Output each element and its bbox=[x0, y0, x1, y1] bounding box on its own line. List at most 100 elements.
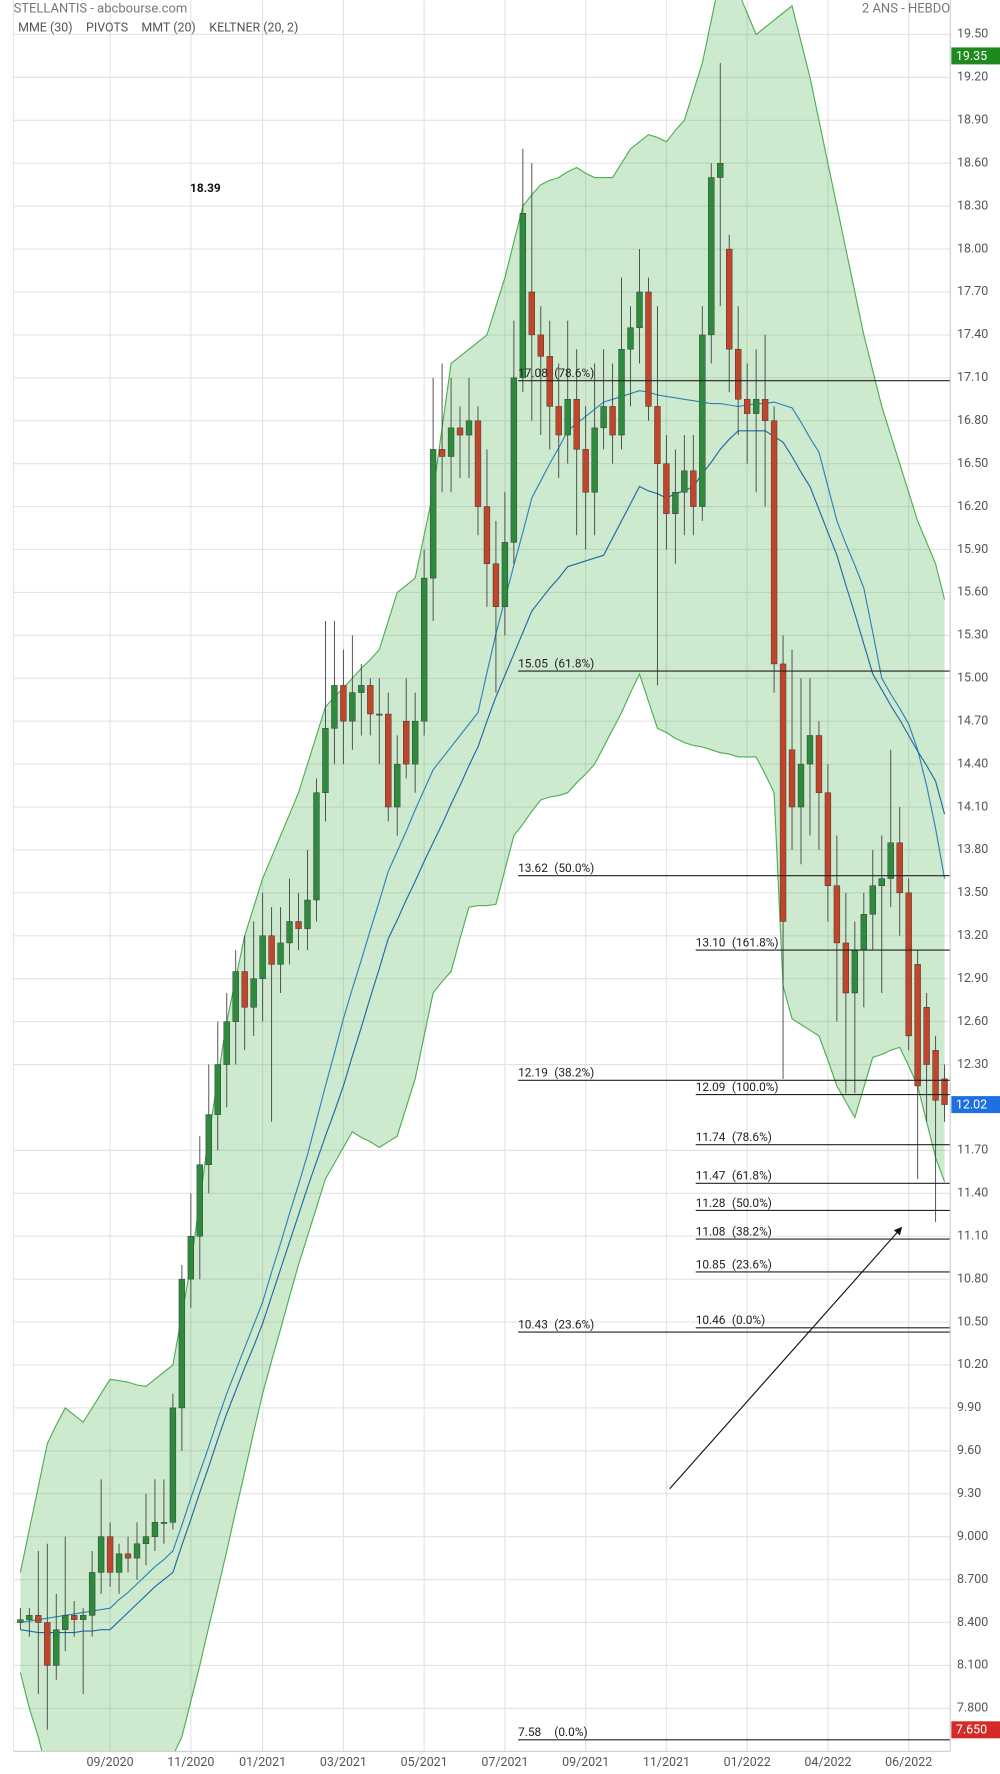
y-tick-label: 10.20 bbox=[957, 1357, 988, 1372]
candle-body bbox=[672, 492, 679, 514]
y-tick-label: 18.00 bbox=[957, 241, 988, 256]
candle-body bbox=[62, 1615, 69, 1630]
candle-body bbox=[349, 692, 356, 722]
y-tick-label: 17.10 bbox=[957, 370, 988, 385]
pivot-ratio: (23.6%) bbox=[732, 1257, 772, 1271]
y-tick-label: 9.30 bbox=[957, 1486, 981, 1501]
candle-body bbox=[761, 399, 769, 421]
candle-body bbox=[842, 942, 850, 994]
candle-body bbox=[627, 327, 634, 350]
pivot-label: 13.62 bbox=[518, 861, 548, 875]
plot bbox=[17, 0, 948, 1752]
x-tick-label: 06/2022 bbox=[885, 1755, 932, 1770]
y-tick-label: 16.50 bbox=[957, 456, 988, 471]
candle-body bbox=[564, 399, 571, 436]
candle-body bbox=[35, 1615, 42, 1623]
candle-body bbox=[178, 1278, 186, 1409]
x-tick-label: 01/2021 bbox=[239, 1755, 286, 1770]
pivot-label: 11.47 bbox=[696, 1169, 726, 1183]
legend-entry: MME (30) bbox=[18, 21, 72, 36]
candle-body bbox=[160, 1522, 168, 1524]
candle-body bbox=[609, 406, 616, 436]
y-tick-label: 19.20 bbox=[957, 70, 988, 85]
chart-subtitle: 2 ANS - HEBDO bbox=[862, 2, 950, 17]
candle-body bbox=[403, 720, 410, 765]
candle-body bbox=[681, 470, 688, 493]
candle-body bbox=[860, 914, 867, 951]
keltner-upper bbox=[19, 0, 946, 1573]
pivot-ratio: (50.0%) bbox=[732, 1196, 772, 1210]
legend-entry: PIVOTS bbox=[86, 21, 128, 36]
candle-body bbox=[232, 971, 239, 1022]
candle-body bbox=[528, 291, 535, 336]
y-tick-label: 9.000 bbox=[957, 1529, 988, 1544]
candle-body bbox=[205, 1114, 212, 1165]
pivot-label: 12.19 bbox=[518, 1066, 548, 1080]
y-tick-label: 15.00 bbox=[957, 671, 988, 686]
y-tick-label: 12.60 bbox=[957, 1014, 988, 1029]
pivot-label: 11.08 bbox=[696, 1224, 726, 1238]
arrow bbox=[669, 1226, 903, 1490]
candle-body bbox=[600, 406, 607, 429]
price-badge-label: 7.650 bbox=[956, 1723, 987, 1738]
pivot-label: 11.28 bbox=[696, 1196, 726, 1210]
candle-body bbox=[71, 1615, 78, 1620]
y-tick-label: 14.40 bbox=[957, 756, 988, 771]
candle-body bbox=[726, 248, 733, 350]
candle-body bbox=[743, 399, 751, 414]
pivot-ratio: (78.6%) bbox=[554, 366, 594, 380]
candle-body bbox=[717, 162, 724, 178]
pivot-label: 7.58 bbox=[518, 1725, 541, 1739]
pivot-ratio: (38.2%) bbox=[732, 1224, 772, 1238]
candle-body bbox=[223, 1021, 230, 1065]
y-tick-label: 17.70 bbox=[957, 284, 988, 299]
y-tick-label: 14.10 bbox=[957, 799, 988, 814]
y-tick-label: 16.20 bbox=[957, 499, 988, 514]
legend-entry: MMT (20) bbox=[141, 21, 195, 36]
x-tick-label: 11/2020 bbox=[167, 1755, 214, 1770]
pivot-ratio: (0.0%) bbox=[554, 1725, 587, 1739]
pivot-label: 10.43 bbox=[518, 1317, 548, 1331]
ma-line bbox=[20, 390, 946, 1624]
candle-body bbox=[394, 763, 401, 808]
candle-body bbox=[636, 291, 643, 328]
pivot-ratio: (23.6%) bbox=[554, 1317, 594, 1331]
candle-body bbox=[770, 420, 778, 665]
price-badge bbox=[951, 1096, 1000, 1114]
pivot-ratio: (161.8%) bbox=[732, 935, 779, 949]
candle-body bbox=[447, 427, 455, 457]
pivot-ratio: (61.8%) bbox=[732, 1169, 772, 1183]
price-badge-label: 19.35 bbox=[956, 49, 987, 64]
pivot-ratio: (38.2%) bbox=[554, 1066, 594, 1080]
candle-body bbox=[932, 1050, 939, 1101]
candle-body bbox=[438, 449, 446, 457]
candle-body bbox=[510, 377, 518, 543]
y-tick-label: 18.90 bbox=[957, 113, 988, 128]
x-tick-label: 07/2021 bbox=[481, 1755, 528, 1770]
candle-body bbox=[501, 542, 509, 607]
candle-body bbox=[295, 921, 302, 929]
candle-body bbox=[699, 334, 706, 507]
annotation: 18.39 bbox=[190, 181, 221, 195]
candle-body bbox=[555, 406, 562, 436]
price-badge bbox=[951, 1721, 1000, 1739]
y-tick-label: 10.50 bbox=[957, 1314, 988, 1329]
y-tick-label: 8.700 bbox=[957, 1572, 988, 1587]
y-tick-label: 11.70 bbox=[957, 1143, 988, 1158]
overlay: 19.50 19.20 18.90 18.60 18.30 18.00 17.70 17.40… bbox=[87, 27, 1000, 1770]
pivot-label: 11.74 bbox=[696, 1130, 726, 1144]
price-badge bbox=[951, 47, 1000, 65]
candle-body bbox=[896, 842, 903, 894]
candle-body bbox=[797, 763, 805, 808]
candle-body bbox=[465, 420, 473, 436]
candle-body bbox=[582, 449, 589, 493]
candle-body bbox=[367, 685, 374, 715]
candle-body bbox=[708, 177, 715, 336]
y-tick-label: 13.50 bbox=[957, 885, 988, 900]
candle-body bbox=[492, 563, 500, 607]
candle-body bbox=[537, 334, 544, 357]
candle-body bbox=[80, 1615, 87, 1620]
candle-body bbox=[833, 885, 841, 944]
x-tick-label: 03/2021 bbox=[320, 1755, 367, 1770]
